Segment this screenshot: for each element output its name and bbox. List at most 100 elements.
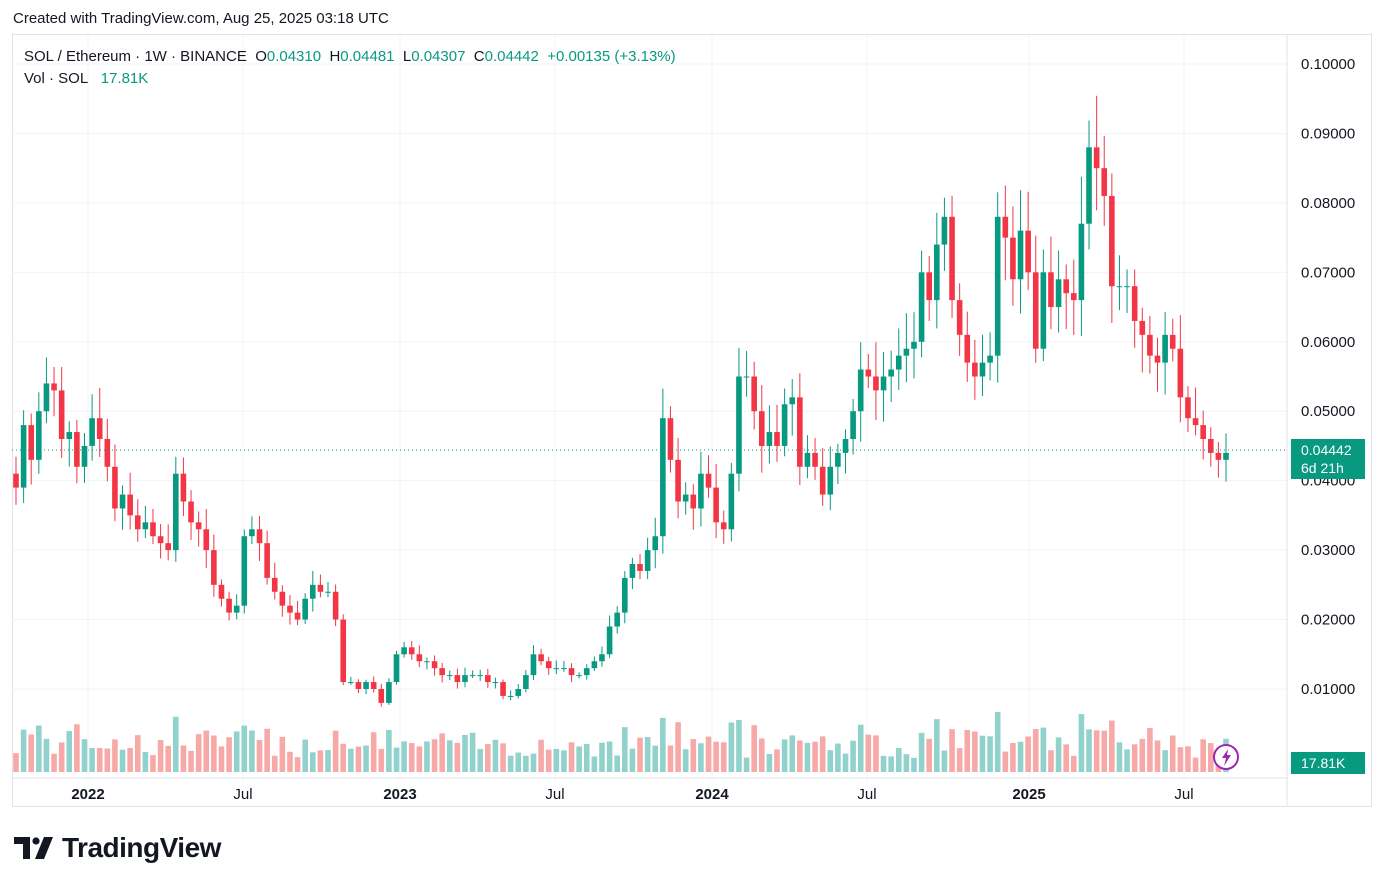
candle-body [644, 550, 651, 571]
volume-bar [408, 743, 415, 772]
legend-symbol[interactable]: SOL / Ethereum · 1W · BINANCE [24, 48, 247, 65]
chart-pane[interactable] [12, 34, 1372, 807]
volume-bar [766, 753, 773, 772]
candle-body [568, 668, 575, 676]
candle-body [713, 487, 719, 523]
legend-ohlc-row: SOL / Ethereum · 1W · BINANCE O 0.04310 H… [24, 46, 676, 68]
candle-body [698, 473, 704, 509]
candle-body [1200, 425, 1206, 439]
candle-body [637, 564, 643, 571]
volume-bar [454, 742, 461, 772]
candle-body [964, 334, 971, 363]
volume-bar [233, 731, 240, 772]
volume-bar [43, 738, 50, 772]
lightning-bolt-icon [1222, 749, 1231, 766]
volume-bar [903, 754, 910, 772]
volume-bar [515, 752, 522, 772]
created-with-caption: Created with TradingView.com, Aug 25, 20… [13, 10, 389, 27]
volume-bar [386, 729, 392, 772]
volume-bar [340, 743, 347, 772]
candle-body [13, 473, 19, 488]
volume-bar [987, 736, 993, 772]
volume-bar [1147, 728, 1153, 772]
volume-bar [1086, 729, 1092, 772]
y-tick-label: 0.06000 [1301, 334, 1355, 351]
candle-body [74, 432, 80, 467]
volume-bar [348, 748, 354, 772]
candle-body [1131, 286, 1138, 321]
candle-body [150, 522, 156, 537]
volume-bar [1177, 747, 1184, 772]
candle-body [127, 494, 133, 516]
volume-bar [446, 740, 453, 772]
candle-body [865, 369, 872, 377]
candle-body [1017, 230, 1024, 280]
legend-volume-label[interactable]: Vol · SOL [24, 70, 89, 87]
candle-body [895, 355, 902, 370]
volume-bar [644, 737, 651, 772]
candle-body [1010, 237, 1016, 280]
candle-body [819, 466, 826, 495]
candle-body [545, 661, 552, 669]
candle-body [660, 418, 666, 537]
volume-bar [675, 722, 681, 772]
tradingview-logo[interactable]: TradingView [14, 832, 221, 864]
volume-bar [416, 746, 423, 772]
volume-bar [797, 740, 803, 772]
candle-body [561, 668, 567, 670]
candle-body [1154, 355, 1161, 363]
candle-body [682, 494, 689, 502]
volume-bar [264, 728, 270, 772]
candle-body [218, 584, 225, 599]
candle-body [850, 411, 856, 439]
volume-bar [1109, 720, 1115, 772]
candle-body [599, 654, 605, 662]
candle-body [1048, 272, 1054, 308]
volume-bar [1040, 727, 1047, 772]
candle-body [96, 418, 103, 439]
candle-body [431, 661, 438, 669]
candle-body [363, 682, 369, 689]
candle-body [690, 494, 697, 509]
candle-body [835, 452, 841, 467]
volume-bar [28, 734, 35, 772]
y-tick-label: 0.02000 [1301, 612, 1355, 629]
volume-bar [629, 748, 636, 772]
candle-body [629, 564, 636, 578]
candle-body [36, 411, 42, 460]
volume-bar [652, 745, 659, 772]
volume-bar [462, 734, 468, 772]
volume-bar [203, 730, 210, 772]
volume-bar [401, 741, 407, 772]
volume-bar [241, 725, 248, 772]
candle-body [226, 598, 232, 613]
candle-body [934, 244, 940, 301]
candle-body [446, 675, 453, 677]
y-tick-label: 0.08000 [1301, 195, 1355, 212]
volume-bar [271, 755, 278, 772]
volume-bar [637, 737, 643, 772]
volume-bar [660, 717, 666, 772]
volume-bar [781, 739, 788, 772]
candle-body [173, 473, 179, 551]
candle-body [1124, 286, 1130, 288]
candle-body [355, 682, 362, 689]
volume-bar [165, 745, 172, 772]
candle-body [941, 216, 948, 245]
candle-body [774, 432, 780, 446]
candle-body [720, 522, 727, 530]
candle-body [271, 577, 278, 592]
volume-bar [355, 746, 362, 772]
x-tick-label: 2023 [383, 786, 416, 803]
volume-bar [1078, 714, 1085, 772]
volume-bar [530, 753, 537, 772]
legend-volume-row: Vol · SOL 17.81K [24, 68, 676, 90]
volume-bar [994, 711, 1001, 772]
candle-body [972, 362, 978, 377]
volume-bar [218, 746, 225, 772]
candle-body [408, 647, 415, 655]
candle-body [652, 536, 659, 551]
candle-body [576, 675, 582, 677]
volume-bar [553, 748, 560, 772]
